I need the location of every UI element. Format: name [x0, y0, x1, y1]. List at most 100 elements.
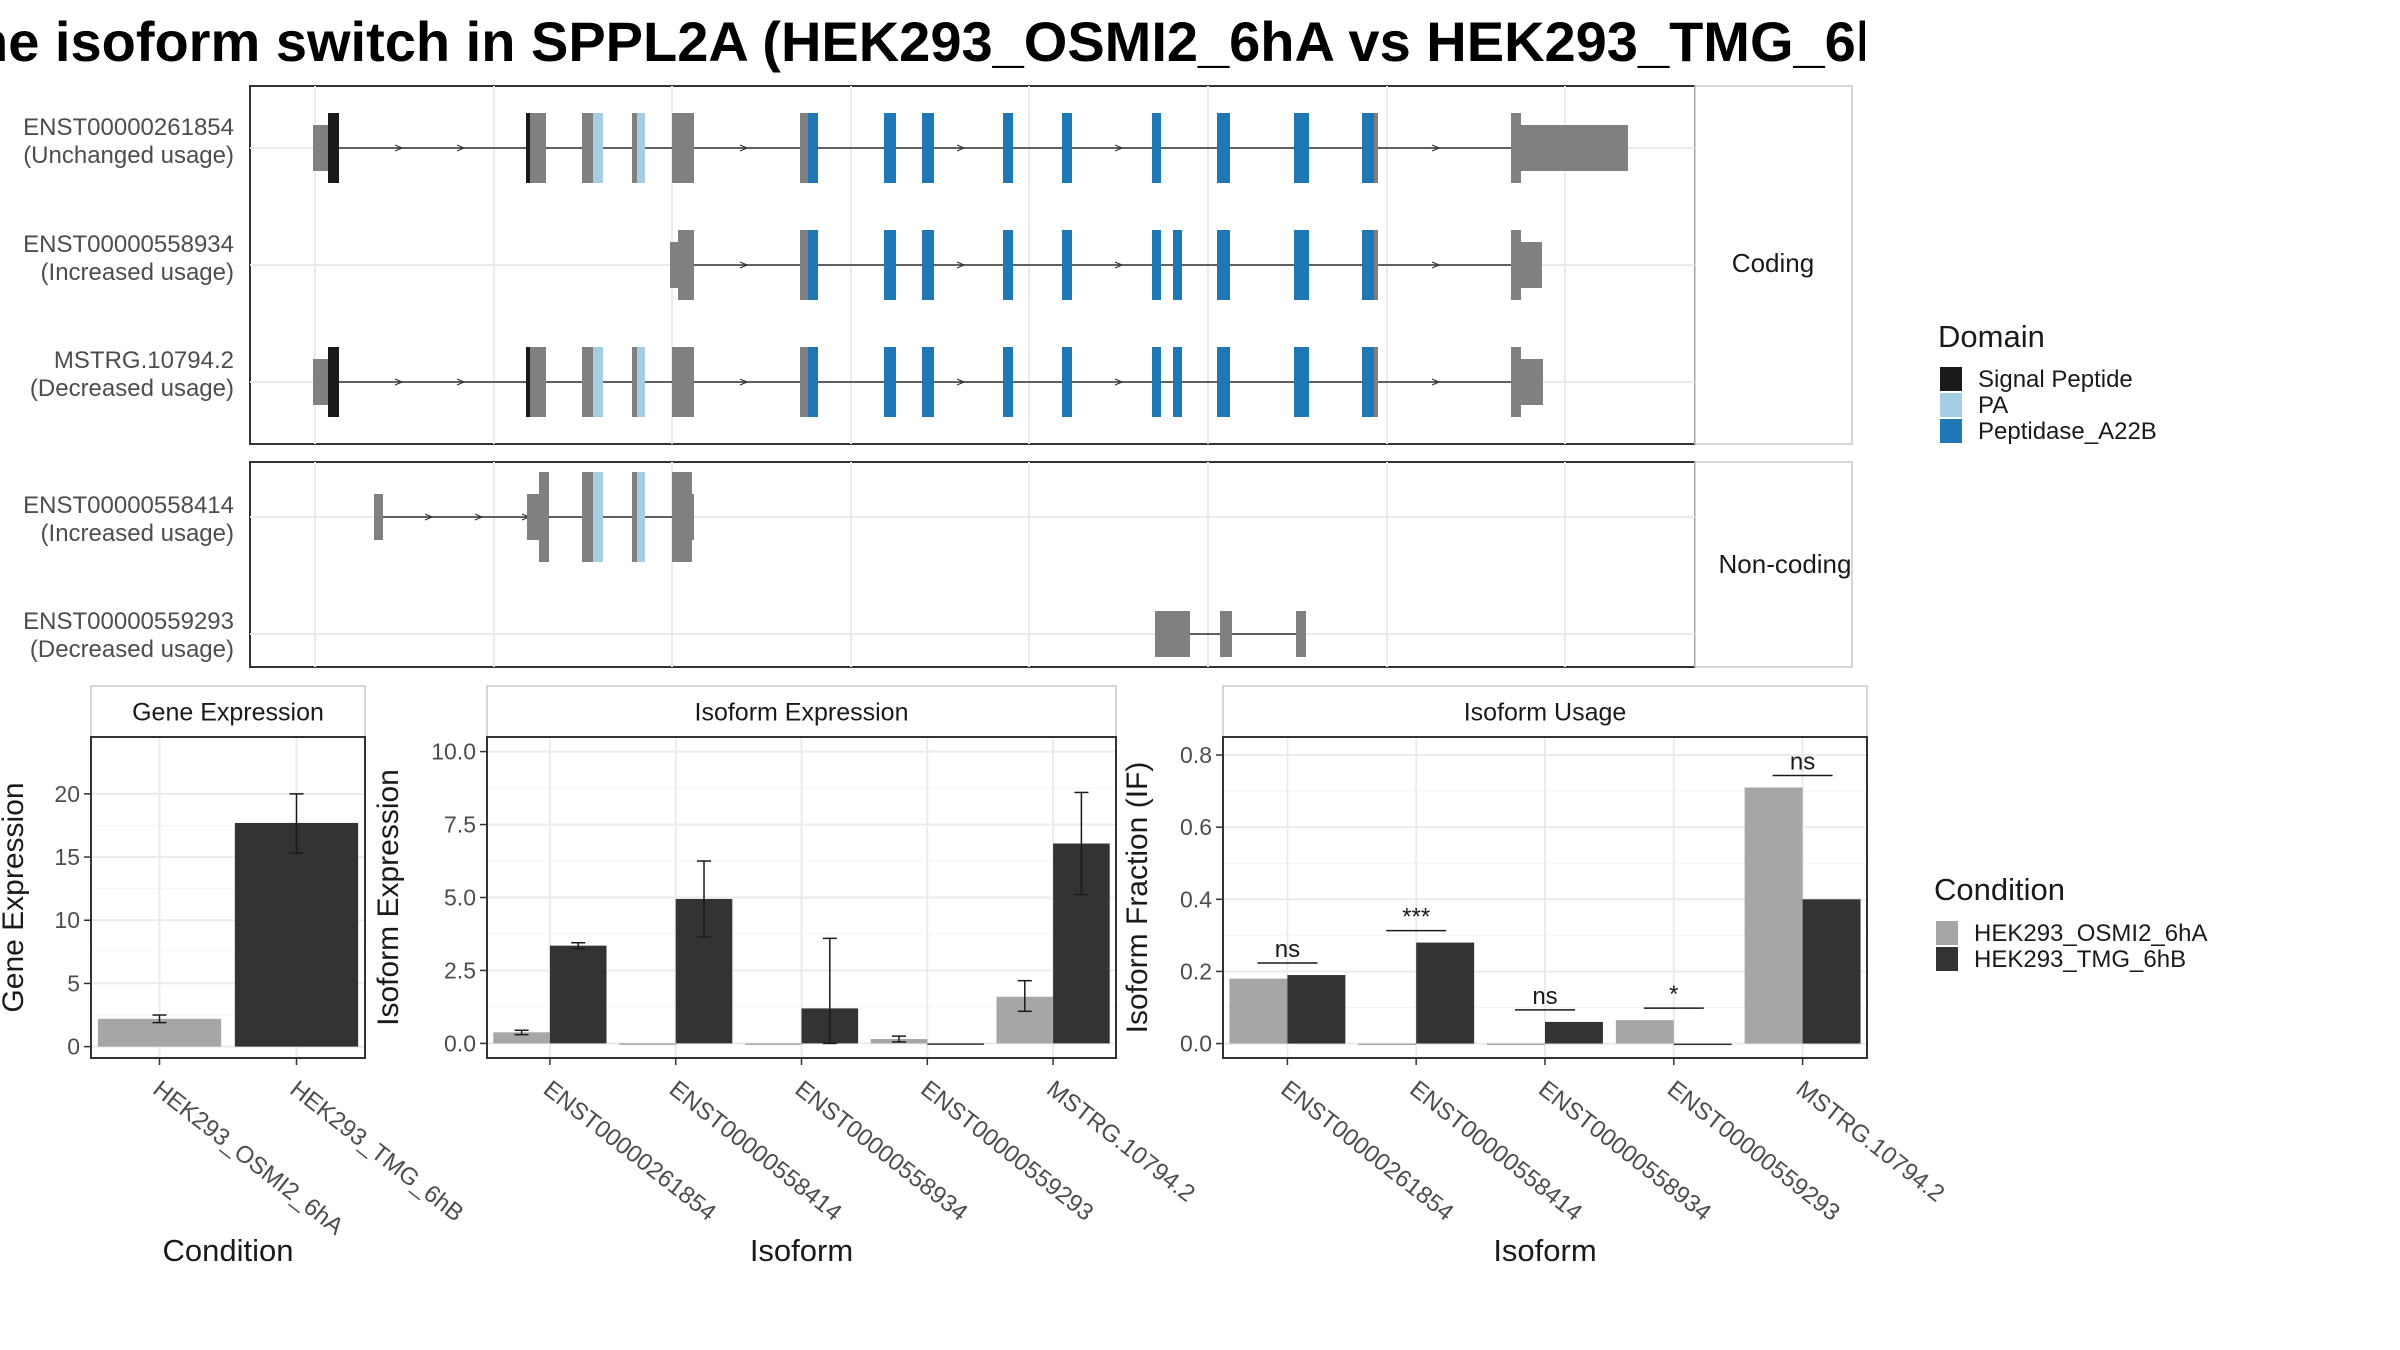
isoform-label-id: ENST00000261854: [23, 114, 234, 141]
exon-block: [672, 472, 692, 562]
legend-key-osmi2: [1936, 921, 1958, 945]
domain-legend-title: Domain: [1938, 319, 2045, 354]
exon-block: [1062, 347, 1072, 417]
bar: [1673, 1043, 1732, 1046]
y-tick-label: 0.4: [1180, 886, 1212, 912]
legend-label-signal-peptide: Signal Peptide: [1978, 366, 2133, 393]
legend-label-peptidase: Peptidase_A22B: [1978, 418, 2157, 445]
y-tick-label: 0.2: [1180, 958, 1212, 984]
exon-block: [593, 113, 603, 183]
exon-block: [1511, 230, 1521, 300]
legend-key-signal-peptide: [1940, 367, 1962, 391]
exon-block: [1521, 359, 1543, 405]
intron-arrow: [474, 513, 484, 521]
exon-block: [1374, 113, 1378, 183]
intron-arrow: [1114, 144, 1124, 152]
isoform-expression-chart: Isoform ExpressionENST00000261854ENST000…: [372, 685, 1200, 1268]
y-tick-label: 0.8: [1180, 742, 1212, 768]
exon-block: [527, 494, 541, 540]
exon-block: [800, 113, 808, 183]
exon-block: [374, 494, 383, 540]
exon-block: [884, 230, 896, 300]
exon-block: [690, 494, 694, 540]
exon-block: [1511, 113, 1521, 183]
exon-block: [808, 230, 818, 300]
exon-block: [328, 347, 339, 417]
y-axis-title: Isoform Expression: [372, 769, 405, 1026]
exon-block: [922, 230, 934, 300]
intron-arrow: [1431, 144, 1441, 152]
legend-label-tmg: HEK293_TMG_6hB: [1974, 946, 2186, 973]
exon-block: [672, 113, 694, 183]
bar: [493, 1032, 550, 1044]
x-axis-title: Condition: [163, 1233, 294, 1268]
significance-label: *: [1669, 981, 1678, 1008]
panel-title: Isoform Expression: [695, 699, 909, 727]
exon-block: [632, 113, 638, 183]
exon-block: [582, 472, 594, 562]
bar: [1802, 899, 1861, 1044]
coding-tracks: [313, 113, 1628, 417]
structure-panel-coding: Coding ENST00000261854 (Unchanged usage)…: [23, 85, 1853, 445]
noncoding-strip: [1694, 461, 1853, 668]
page-title: ne isoform switch in SPPL2A (HEK293_OSMI…: [0, 10, 1865, 73]
y-axis-title: Isoform Fraction (IF): [1121, 762, 1154, 1034]
bar: [619, 1043, 676, 1045]
intron-arrow: [739, 144, 749, 152]
bar: [1416, 942, 1475, 1044]
isoform-label-id: ENST00000558414: [23, 492, 234, 519]
exon-block: [1217, 230, 1230, 300]
exon-block: [1003, 230, 1013, 300]
significance-label: ***: [1402, 904, 1430, 931]
panel-strip: [90, 685, 366, 738]
y-axis-title: Gene Expression: [0, 782, 30, 1012]
exon-block: [526, 113, 530, 183]
panel-frame: [90, 736, 366, 1059]
exon-block: [593, 347, 603, 417]
y-tick-label: 2.5: [444, 957, 476, 983]
intron-arrow: [394, 378, 404, 386]
condition-legend-title: Condition: [1934, 872, 2065, 907]
exon-block: [808, 347, 818, 417]
exon-block: [1362, 113, 1374, 183]
y-tick-label: 10.0: [431, 739, 476, 765]
panel-title: Gene Expression: [132, 699, 324, 727]
panel-frame: [486, 736, 1117, 1059]
exon-block: [1155, 611, 1190, 657]
intron-arrow: [739, 378, 749, 386]
noncoding-tracks: [374, 472, 1306, 657]
isoform-label-id: ENST00000558934: [23, 231, 234, 258]
exon-block: [1362, 347, 1374, 417]
exon-block: [808, 113, 818, 183]
panel-strip: [1222, 685, 1868, 738]
exon-block: [637, 113, 645, 183]
bar: [744, 1043, 802, 1045]
intron-arrow: [1431, 378, 1441, 386]
exon-block: [1062, 113, 1072, 183]
legend-label-osmi2: HEK293_OSMI2_6hA: [1974, 920, 2207, 947]
bar: [1545, 1021, 1603, 1044]
intron-arrow: [956, 378, 966, 386]
significance-label: ns: [1790, 748, 1815, 775]
bar: [1287, 975, 1346, 1044]
exon-block: [1003, 347, 1013, 417]
condition-legend: Condition HEK293_OSMI2_6hA HEK293_TMG_6h…: [1934, 872, 2207, 973]
y-tick-label: 7.5: [444, 812, 476, 838]
exon-block: [582, 347, 594, 417]
intron-arrow: [956, 144, 966, 152]
y-tick-label: 0.0: [444, 1030, 476, 1056]
intron-arrow: [956, 261, 966, 269]
exon-block: [1217, 347, 1230, 417]
intron-arrow: [1114, 261, 1124, 269]
x-axis-title: Isoform: [1493, 1233, 1596, 1268]
y-tick-label: 15: [54, 844, 80, 870]
bar: [1358, 1043, 1417, 1046]
bar: [1744, 787, 1803, 1044]
exon-block: [526, 347, 530, 417]
exon-block: [800, 230, 808, 300]
exon-block: [1374, 230, 1378, 300]
bar: [234, 822, 359, 1047]
exon-block: [1294, 347, 1309, 417]
exon-block: [328, 113, 339, 183]
